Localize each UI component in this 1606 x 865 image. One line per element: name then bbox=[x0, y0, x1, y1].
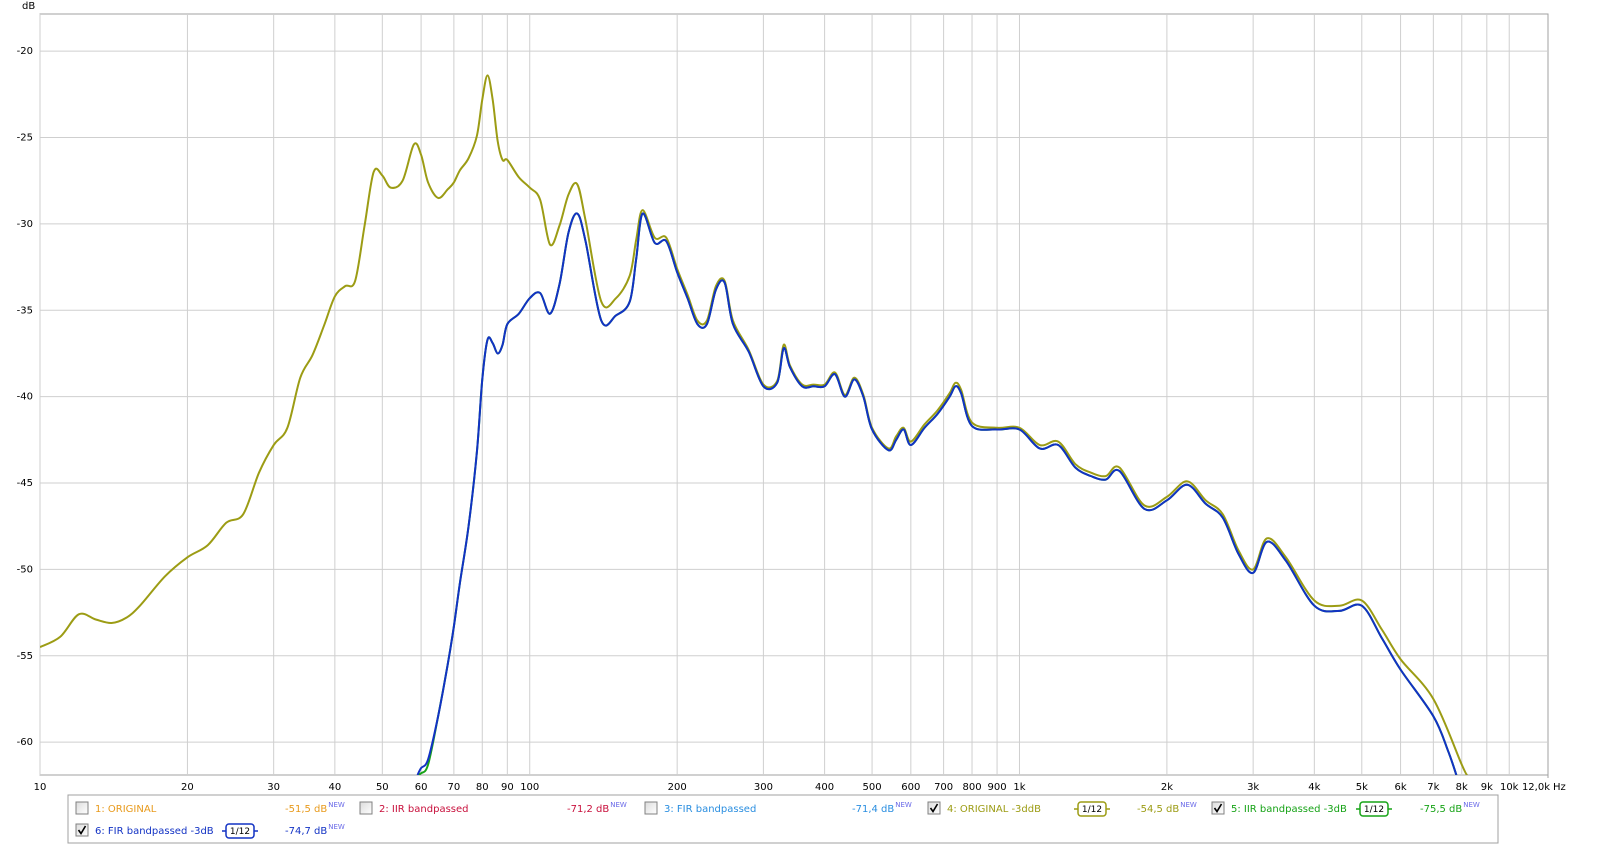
legend-label: 4: ORIGINAL -3ddB bbox=[947, 804, 1041, 815]
x-tick-label: 900 bbox=[988, 782, 1007, 793]
x-tick-label: 2k bbox=[1161, 782, 1173, 793]
smoothing-badge[interactable] bbox=[1077, 801, 1107, 817]
x-tick-label: 700 bbox=[934, 782, 953, 793]
x-unit: Hz bbox=[1553, 782, 1566, 793]
x-tick-label: 600 bbox=[901, 782, 920, 793]
x-tick-label: 3k bbox=[1247, 782, 1259, 793]
legend-box bbox=[67, 794, 1499, 844]
grid bbox=[39, 14, 1549, 778]
x-tick-label: 20 bbox=[181, 782, 194, 793]
legend: 1: ORIGINAL -51,5 dB NEW 2: IIR bandpassed -… bbox=[75, 801, 1480, 839]
legend-level: -51,5 dB bbox=[285, 804, 327, 815]
x-tick-label: 500 bbox=[863, 782, 882, 793]
x-tick-label: 40 bbox=[328, 782, 341, 793]
y-tick-label: -55 bbox=[17, 651, 33, 662]
legend-tag: NEW bbox=[1463, 801, 1480, 809]
x-tick-label: 50 bbox=[376, 782, 389, 793]
legend-tag: NEW bbox=[610, 801, 627, 809]
plot-area bbox=[39, 13, 1549, 776]
y-tick-label: -60 bbox=[17, 737, 33, 748]
x-tick-label: 100 bbox=[520, 782, 539, 793]
smoothing-label: 1/12 bbox=[1364, 805, 1384, 815]
legend-tag: NEW bbox=[895, 801, 912, 809]
checkbox[interactable] bbox=[75, 823, 89, 837]
legend-tag: NEW bbox=[328, 823, 345, 831]
legend-level: -74,7 dB bbox=[285, 826, 327, 837]
x-tick-label: 9k bbox=[1481, 782, 1493, 793]
legend-level: -54,5 dB bbox=[1137, 804, 1179, 815]
curves bbox=[40, 74, 1468, 775]
x-tick-label: 200 bbox=[668, 782, 687, 793]
smoothing-badge[interactable] bbox=[1359, 801, 1389, 817]
y-tick-label: -45 bbox=[17, 478, 33, 489]
x-tick-label: 300 bbox=[754, 782, 773, 793]
legend-level: -71,2 dB bbox=[567, 804, 609, 815]
y-unit: dB bbox=[22, 1, 35, 12]
y-tick-label: -25 bbox=[17, 133, 33, 144]
checkbox[interactable] bbox=[1211, 801, 1225, 815]
y-tick-label: -35 bbox=[17, 305, 33, 316]
y-tick-label: -30 bbox=[17, 219, 33, 230]
x-tick-label: 90 bbox=[501, 782, 514, 793]
x-tick-label: 80 bbox=[476, 782, 489, 793]
x-tick-label: 60 bbox=[415, 782, 428, 793]
checkmark bbox=[929, 803, 939, 813]
legend-label: 6: FIR bandpassed -3dB bbox=[95, 826, 214, 837]
legend-level: -75,5 dB bbox=[1420, 804, 1462, 815]
x-tick-label: 1k bbox=[1013, 782, 1025, 793]
y-tick-label: -20 bbox=[17, 46, 33, 57]
checkbox[interactable] bbox=[644, 801, 658, 815]
x-tick-label: 800 bbox=[962, 782, 981, 793]
checkbox[interactable] bbox=[75, 801, 89, 815]
y-tick-label: -50 bbox=[17, 564, 33, 575]
checkbox[interactable] bbox=[359, 801, 373, 815]
x-tick-label: 6k bbox=[1394, 782, 1406, 793]
smoothing-label: 1/12 bbox=[1082, 805, 1102, 815]
x-tick-label: 10k bbox=[1500, 782, 1519, 793]
legend-label: 1: ORIGINAL bbox=[95, 804, 157, 815]
x-tick-label: 10 bbox=[34, 782, 47, 793]
legend-tag: NEW bbox=[328, 801, 345, 809]
legend-label: 3: FIR bandpassed bbox=[664, 804, 756, 815]
x-tick-label: 4k bbox=[1308, 782, 1320, 793]
checkmark bbox=[77, 825, 87, 835]
checkbox[interactable] bbox=[927, 801, 941, 815]
x-tick-label: 12,0k bbox=[1522, 782, 1550, 793]
legend-label: 2: IIR bandpassed bbox=[379, 804, 469, 815]
legend-tag: NEW bbox=[1180, 801, 1197, 809]
x-tick-label: 70 bbox=[448, 782, 461, 793]
x-tick-label: 400 bbox=[815, 782, 834, 793]
x-tick-label: 30 bbox=[267, 782, 280, 793]
legend-label: 5: IIR bandpassed -3dB bbox=[1231, 804, 1347, 815]
response-curve bbox=[40, 74, 1468, 775]
y-tick-label: -40 bbox=[17, 392, 33, 403]
smoothing-label: 1/12 bbox=[230, 827, 250, 837]
x-tick-label: 7k bbox=[1427, 782, 1439, 793]
x-tick-label: 5k bbox=[1356, 782, 1368, 793]
smoothing-badge[interactable] bbox=[225, 823, 255, 839]
legend-level: -71,4 dB bbox=[852, 804, 894, 815]
response-curve bbox=[416, 212, 1458, 775]
x-tick-label: 8k bbox=[1456, 782, 1468, 793]
checkmark bbox=[1213, 803, 1223, 813]
